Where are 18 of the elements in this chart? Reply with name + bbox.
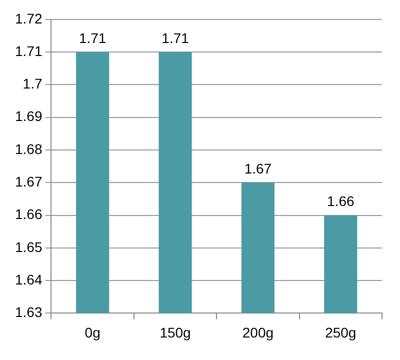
y-tick-label: 1.67 [15, 173, 42, 190]
y-tick-label: 1.63 [15, 304, 42, 320]
y-tick-label: 1.7 [22, 76, 42, 92]
x-tick-label: 150g [160, 324, 191, 340]
x-tick-label: 250g [325, 324, 356, 340]
data-label: 1.66 [327, 193, 354, 210]
x-tick-label: 0g [84, 324, 100, 340]
y-tick-label: 1.65 [15, 238, 42, 255]
data-label: 1.67 [244, 160, 272, 176]
y-tick-label: 1.66 [15, 206, 42, 222]
y-tick-label: 1.69 [15, 108, 42, 124]
y-tick-label: 1.71 [15, 42, 42, 59]
y-tick-label: 1.72 [15, 10, 42, 26]
y-tick-label: 1.64 [15, 271, 42, 288]
y-tick-label: 1.68 [15, 140, 42, 157]
x-tick-label: 200g [242, 324, 274, 340]
data-label: 1.71 [78, 30, 106, 46]
data-label: 1.71 [162, 30, 190, 46]
